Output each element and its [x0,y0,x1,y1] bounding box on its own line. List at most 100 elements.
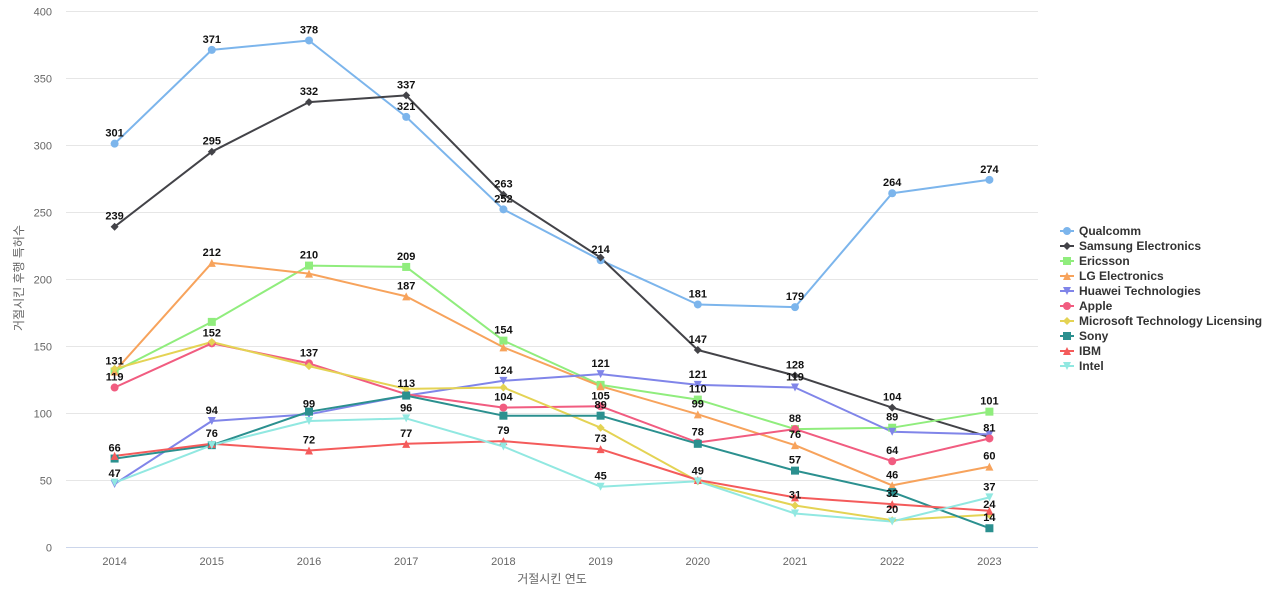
series-line [113,373,991,485]
data-label: 371 [203,34,221,46]
data-point [791,493,799,502]
data-label: 45 [594,471,606,483]
data-label: 119 [106,372,124,384]
y-tick-label: 250 [34,208,52,220]
data-point [110,139,119,148]
data-label: 49 [692,465,704,477]
data-point [499,383,508,392]
data-label: 31 [789,489,801,501]
data-label: 147 [689,334,707,346]
data-label: 77 [400,428,412,440]
data-point [110,383,119,392]
data-label: 209 [397,251,415,263]
data-point [985,430,994,439]
data-label: 99 [303,398,315,410]
x-tick-label: 2022 [880,556,904,568]
x-tick-label: 2016 [297,556,321,568]
data-label: 89 [594,400,606,412]
legend-item[interactable]: Qualcomm [1060,224,1141,238]
y-tick-label: 100 [34,409,52,421]
data-point [791,501,799,510]
data-label: 14 [983,512,996,524]
legend-item[interactable]: Intel [1060,359,1104,373]
data-point [985,506,994,515]
data-point [791,441,799,450]
data-point [305,269,313,278]
data-point [791,425,799,434]
data-point [693,477,702,486]
data-point [499,403,508,412]
data-label: 94 [206,405,219,417]
data-label: 37 [983,481,995,493]
data-label: 321 [397,101,415,113]
data-point [596,482,605,491]
data-point [207,337,216,346]
data-point [596,423,605,432]
legend-item[interactable]: Samsung Electronics [1060,239,1201,253]
data-label: 60 [983,451,995,463]
legend-item[interactable]: Ericsson [1060,254,1130,268]
data-label: 76 [789,429,801,441]
data-label: 101 [980,396,998,408]
x-tick-label: 2019 [588,556,612,568]
y-tick-label: 350 [34,74,52,86]
legend-item[interactable]: Sony [1060,329,1109,343]
legend-marker [1063,362,1071,370]
data-point [888,500,897,509]
legend-marker [1063,287,1071,295]
data-point [305,417,313,426]
y-tick-label: 200 [34,275,52,287]
legend-item[interactable]: IBM [1060,344,1101,358]
data-point [693,380,702,389]
legend-marker [1063,317,1071,325]
data-label: 20 [886,504,898,516]
legend-label: Sony [1079,329,1109,343]
y-tick-label: 50 [40,476,52,488]
x-axis: 2014 2015 2016 2017 2018 2019 2020 2021 2022 2023 [102,556,1001,568]
data-point [693,410,702,419]
y-tick-label: 0 [46,543,52,555]
legend-item[interactable]: LG Electronics [1060,269,1164,283]
data-point [402,292,411,301]
data-point [888,427,897,436]
data-point [596,402,605,411]
data-point [985,462,994,471]
series-line [113,39,991,309]
data-point [110,478,119,487]
data-label: 46 [886,469,898,481]
data-point [596,445,605,454]
data-label: 121 [591,358,609,370]
data-label: 214 [591,244,610,256]
data-point [207,147,216,156]
legend-item[interactable]: Apple [1060,299,1113,313]
legend-label: Samsung Electronics [1079,239,1201,253]
legend-label: Intel [1079,359,1104,373]
series-line [113,440,991,512]
x-tick-label: 2014 [102,556,126,568]
data-label: 337 [397,79,415,91]
data-point [402,262,411,271]
legend-label: LG Electronics [1079,269,1164,283]
data-point [402,384,411,393]
data-point [305,261,313,270]
data-point [985,434,994,443]
data-point [110,222,119,231]
data-label: 113 [397,378,415,390]
data-point [888,517,897,526]
data-point [499,376,508,385]
data-label: 154 [494,325,513,337]
data-label: 179 [786,291,804,303]
data-point [207,317,216,326]
data-point [693,439,702,448]
y-axis-title: 거절시킨 후행 특허수 [11,225,26,331]
data-label: 76 [206,428,218,440]
legend-item[interactable]: Microsoft Technology Licensing [1060,314,1262,328]
data-point [207,258,216,267]
legend-item[interactable]: Huawei Technologies [1060,284,1201,298]
data-labels: 301 371 378 321 252 214 181 179 264 274 239 295 332 3… [105,24,999,524]
y-tick-label: 300 [34,141,52,153]
data-label: 110 [689,384,707,396]
y-tick-label: 400 [34,7,52,19]
